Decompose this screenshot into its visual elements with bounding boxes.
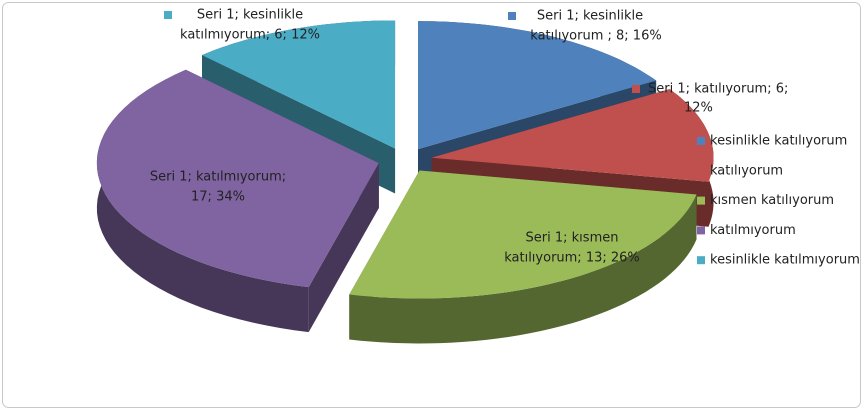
slice-side: [96, 69, 309, 333]
data-label: Seri 1; kesinlikle: [537, 9, 643, 24]
data-label: Seri 1; kısmen: [526, 231, 619, 246]
legend-key: [697, 166, 705, 175]
legend-label: kesinlikle katılıyorum: [710, 134, 847, 149]
legend-key: [697, 196, 705, 205]
legend-label: katılıyorum: [710, 163, 783, 178]
slice: [418, 21, 657, 150]
slice: [96, 69, 379, 288]
legend-key: [697, 256, 705, 265]
label-key: [508, 12, 516, 20]
data-label: katılmıyorum; 6; 12%: [180, 28, 320, 43]
data-label: 17; 34%: [191, 190, 245, 205]
legend-label: kesinlikle katılmıyorum: [710, 253, 860, 268]
legend-label: katılmıyorum: [710, 223, 796, 238]
slice-side: [308, 163, 379, 333]
legend-label: kısmen katılıyorum: [710, 193, 834, 208]
label-key: [164, 11, 172, 19]
slice: [431, 89, 714, 182]
slice: [202, 20, 396, 149]
data-label: Seri 1; katılmıyorum;: [150, 170, 286, 185]
data-label: katılıyorum ; 8; 16%: [530, 29, 661, 44]
data-label: 12%: [684, 101, 713, 116]
label-key: [632, 85, 640, 93]
data-label: katılıyorum; 13; 26%: [504, 251, 640, 266]
data-label: Seri 1; kesinlikle: [197, 8, 303, 23]
slice-side: [349, 194, 697, 344]
legend-key: [697, 137, 705, 145]
legend-key: [697, 226, 705, 235]
data-label: Seri 1; katılıyorum; 6;: [648, 82, 788, 97]
slice: [349, 170, 697, 299]
